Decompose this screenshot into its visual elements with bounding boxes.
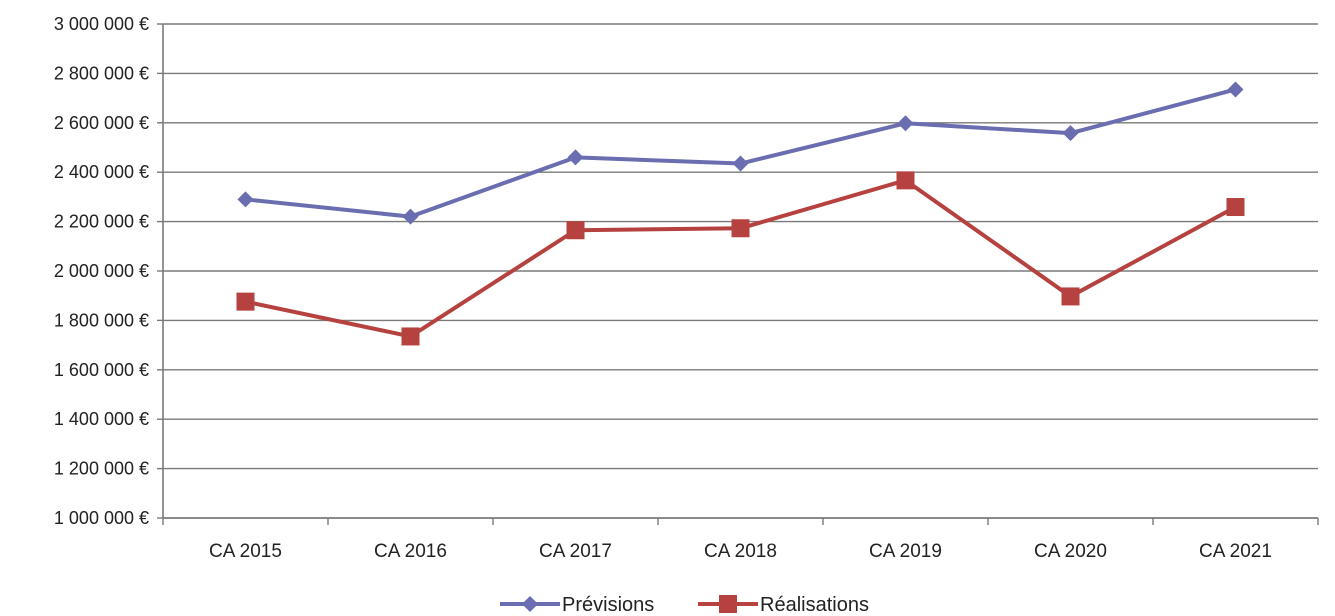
gridlines [163, 23, 1318, 519]
y-tick-label: 1 400 000 € [54, 409, 149, 429]
x-tick-label: CA 2018 [704, 541, 777, 562]
series-line [245, 178, 1237, 339]
legend: Prévisions Réalisations [500, 594, 869, 616]
data-point [401, 327, 420, 346]
y-tick-label: 2 600 000 € [54, 113, 149, 133]
y-tick-label: 3 000 000 € [54, 14, 149, 34]
x-tick-label: CA 2017 [539, 541, 612, 562]
y-tick-label: 2 000 000 € [54, 261, 149, 281]
data-point [236, 292, 255, 311]
data-point [402, 208, 419, 225]
y-tick-label: 1 800 000 € [54, 310, 149, 330]
series-line [245, 87, 1237, 219]
y-tick-label: 2 800 000 € [54, 63, 149, 83]
series-0 [237, 81, 1244, 225]
y-tick-label: 2 400 000 € [54, 162, 149, 182]
legend-marker [522, 596, 538, 612]
y-axis: 1 000 000 € 1 200 000 € 1 400 000 € 1 600 0… [54, 14, 164, 528]
data-point [1227, 81, 1244, 98]
series-1 [236, 171, 1245, 346]
data-point [897, 115, 914, 132]
data-point [1062, 125, 1079, 142]
data-point [567, 149, 584, 166]
x-axis: CA 2015 CA 2016 CA 2017 CA 2018 CA 2019 CA 20… [162, 517, 1319, 562]
legend-label: Réalisations [760, 594, 869, 616]
y-tick-label: 1 200 000 € [54, 459, 149, 479]
y-tick-label: 1 600 000 € [54, 360, 149, 380]
x-tick-label: CA 2021 [1199, 541, 1272, 562]
x-tick-label: CA 2019 [869, 541, 942, 562]
legend-item-1: Réalisations [698, 594, 869, 616]
data-point [732, 155, 749, 172]
y-tick-label: 1 000 000 € [54, 508, 149, 528]
data-point [566, 221, 585, 240]
data-point [1061, 287, 1080, 306]
x-tick-label: CA 2016 [374, 541, 447, 562]
x-tick-label: CA 2015 [209, 541, 282, 562]
legend-item-0: Prévisions [500, 594, 654, 616]
series-group [236, 81, 1245, 346]
data-point [1226, 198, 1245, 217]
data-point [896, 171, 915, 190]
legend-label: Prévisions [562, 594, 654, 616]
y-tick-label: 2 200 000 € [54, 212, 149, 232]
legend-marker [719, 595, 737, 613]
data-point [731, 219, 750, 238]
x-tick-label: CA 2020 [1034, 541, 1107, 562]
data-point [237, 191, 254, 208]
